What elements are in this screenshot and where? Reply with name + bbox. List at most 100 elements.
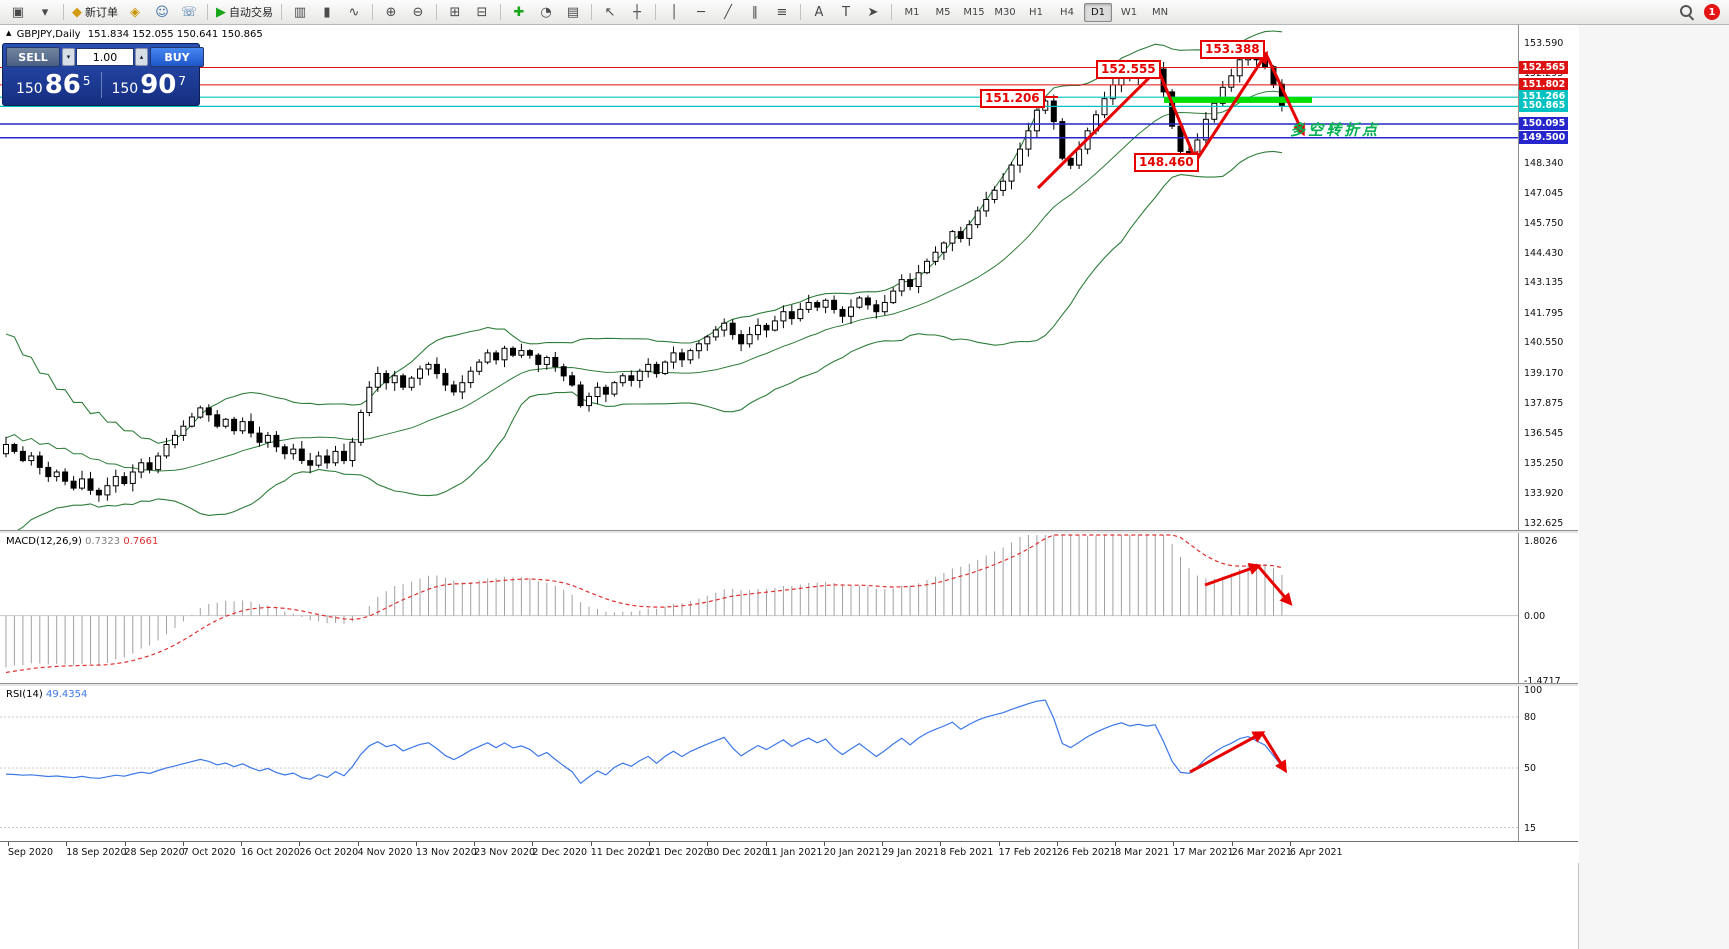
one-click-toggle-icon[interactable]: ▲: [6, 29, 12, 37]
rsi-line: [5, 699, 1283, 785]
time-axis-label: 7 Oct 2020: [182, 847, 236, 858]
search-icon[interactable]: [1680, 5, 1694, 19]
time-axis[interactable]: Sep 2020 18 Sep 2020 28 Sep 2020 7 Oct 2020…: [0, 841, 1578, 864]
toolbar-right: 1: [1680, 4, 1724, 20]
fibonacci-icon[interactable]: ≡: [776, 4, 788, 20]
volume-increase-button[interactable]: ▴: [135, 48, 148, 66]
scale-label: 100: [1524, 685, 1543, 696]
timeframe-button-m1[interactable]: M1: [904, 6, 920, 18]
buy-price[interactable]: 150 90 7: [111, 70, 187, 100]
time-tick: [357, 842, 359, 846]
time-axis-label: 20 Jan 2021: [823, 847, 881, 858]
time-axis-label: 2 Dec 2020: [532, 847, 588, 858]
time-axis-label: 11 Dec 2020: [590, 847, 652, 858]
time-tick: [8, 842, 9, 846]
time-axis-label: 26 Mar 2021: [1231, 847, 1292, 858]
toolbar-separator: [372, 4, 373, 20]
price-annotation-flag[interactable]: 152.555: [1096, 60, 1161, 79]
timeframe-button-w1[interactable]: W1: [1120, 6, 1138, 18]
candles[interactable]: [3, 48, 1285, 502]
scale-label: 15: [1524, 822, 1537, 834]
notification-badge[interactable]: 1: [1704, 4, 1720, 20]
new-chart-dropdown-icon[interactable]: ▾: [41, 4, 49, 20]
line-chart-icon[interactable]: ∿: [348, 4, 360, 20]
time-axis-label: 26 Feb 2021: [1056, 847, 1117, 858]
periods-icon[interactable]: ◔: [540, 4, 552, 20]
wallet-icon[interactable]: ◈: [130, 4, 140, 20]
toolbar-separator: [891, 4, 892, 20]
time-tick: [299, 842, 301, 846]
macd-panel[interactable]: [0, 533, 1518, 683]
buy-button[interactable]: BUY: [150, 47, 204, 67]
vertical-line-icon[interactable]: │: [670, 4, 678, 20]
timeframe-button-m15[interactable]: M15: [963, 6, 985, 18]
sell-price[interactable]: 150 86 5: [15, 70, 91, 100]
horizontal-line-icon[interactable]: ─: [697, 4, 705, 20]
trend-arrows[interactable]: [1036, 50, 1305, 190]
time-tick: [649, 842, 650, 846]
scale-label: 132.625: [1524, 518, 1564, 530]
timeframe-button-mn[interactable]: MN: [1151, 6, 1169, 18]
time-axis-label: 21 Dec 2020: [649, 847, 710, 858]
price-annotation-flag[interactable]: 151.206: [980, 89, 1045, 108]
timeframe-button-d1[interactable]: D1: [1084, 2, 1112, 22]
ohlc-values: 151.834 152.055 150.641 150.865: [87, 29, 263, 40]
profile-icon[interactable]: ☺: [155, 4, 169, 20]
zoom-in-icon[interactable]: ⊕: [385, 4, 397, 20]
volume-input[interactable]: [76, 48, 134, 66]
autotrading-button[interactable]: ▶ 自动交易: [216, 4, 273, 20]
turning-point-annotation[interactable]: 多空转折点: [1290, 121, 1381, 139]
cascade-windows-icon[interactable]: ⊟: [476, 4, 488, 20]
channel-icon[interactable]: ∥: [751, 4, 759, 20]
scale-label: 80: [1524, 712, 1537, 723]
price-scale[interactable]: 153.590152.295148.340147.045145.750144.4…: [1518, 25, 1579, 863]
main-chart-plot[interactable]: [0, 25, 1518, 530]
volume-decrease-button[interactable]: ▾: [62, 48, 75, 66]
support-zone-bar[interactable]: [1164, 96, 1312, 103]
timeframe-button-h1[interactable]: H1: [1029, 6, 1043, 18]
support-icon[interactable]: ☏: [180, 4, 198, 20]
add-indicator-icon[interactable]: ✚: [513, 4, 525, 20]
panel-separator[interactable]: [0, 683, 1578, 686]
crosshair-icon[interactable]: ┼: [633, 4, 641, 20]
time-axis-label: 17 Feb 2021: [998, 847, 1058, 858]
time-axis-label: 18 Sep 2020: [66, 847, 127, 858]
timeframe-button-h4[interactable]: H4: [1060, 6, 1074, 18]
templates-icon[interactable]: ▤: [566, 4, 580, 20]
time-tick: [707, 842, 709, 846]
sell-button[interactable]: SELL: [6, 47, 60, 67]
rsi-panel[interactable]: [0, 686, 1518, 841]
bar-chart-icon[interactable]: ▥: [293, 4, 307, 20]
new-chart-icon[interactable]: ▣: [11, 4, 25, 20]
symbol-period-label: GBPJPY,Daily: [16, 29, 81, 40]
time-axis-label: 23 Nov 2020: [474, 847, 536, 858]
price-annotation-flag[interactable]: 148.460: [1134, 153, 1199, 172]
price-annotation-flag[interactable]: 153.388: [1200, 40, 1265, 59]
rsi-arrows[interactable]: [1189, 731, 1287, 774]
toolbar-separator: [800, 4, 801, 20]
time-tick: [940, 842, 942, 846]
text-label-icon[interactable]: T: [842, 4, 850, 20]
cursor-icon[interactable]: ↖: [604, 4, 616, 20]
timeframe-button-m30[interactable]: M30: [994, 6, 1016, 18]
panel-separator[interactable]: [0, 530, 1578, 533]
timeframe-button-m5[interactable]: M5: [935, 6, 951, 18]
scale-label: 141.795: [1524, 308, 1564, 320]
horizontal-level-lines[interactable]: [0, 67, 1518, 139]
time-axis-label: 29 Jan 2021: [882, 847, 940, 858]
text-icon[interactable]: A: [814, 4, 824, 20]
scale-label: 137.875: [1524, 397, 1564, 409]
arrows-tool-icon[interactable]: ➤: [867, 4, 879, 20]
time-axis-label: 4 Nov 2020: [357, 847, 413, 858]
time-tick: [532, 842, 534, 846]
candlestick-chart-icon[interactable]: ▮: [323, 4, 331, 20]
tile-windows-icon[interactable]: ⊞: [449, 4, 461, 20]
new-order-button[interactable]: ◆ 新订单: [72, 4, 118, 20]
macd-arrows[interactable]: [1204, 563, 1293, 606]
zoom-out-icon[interactable]: ⊖: [412, 4, 424, 20]
chart-window: 153.590152.295148.340147.045145.750144.4…: [0, 25, 1729, 949]
time-tick: [1231, 842, 1233, 846]
toolbar-separator: [63, 4, 64, 20]
trendline-icon[interactable]: ╱: [724, 4, 732, 20]
